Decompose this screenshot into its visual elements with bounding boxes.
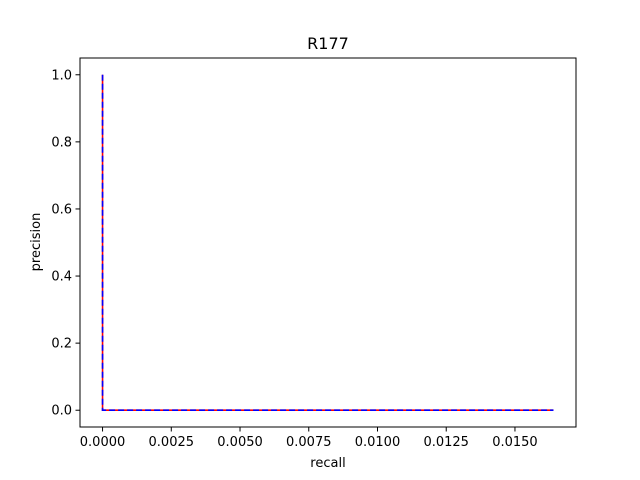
x-tick-label: 0.0075 bbox=[286, 435, 332, 450]
x-tick-label: 0.0150 bbox=[492, 435, 538, 450]
y-tick-label: 0.8 bbox=[51, 135, 72, 150]
y-axis-label: precision bbox=[29, 213, 44, 272]
x-tick-label: 0.0000 bbox=[80, 435, 126, 450]
y-tick-label: 1.0 bbox=[51, 68, 72, 83]
x-tick-label: 0.0050 bbox=[217, 435, 263, 450]
y-tick-label: 0.2 bbox=[51, 337, 72, 352]
chart-title: R177 bbox=[307, 34, 349, 53]
plot-area bbox=[101, 74, 554, 412]
series-line-2 bbox=[101, 74, 554, 412]
x-tick-label: 0.0100 bbox=[355, 435, 401, 450]
y-tick-label: 0.6 bbox=[51, 202, 72, 217]
x-axis-label: recall bbox=[310, 456, 345, 471]
x-tick-label: 0.0025 bbox=[149, 435, 195, 450]
y-tick-label: 0.4 bbox=[51, 270, 72, 285]
y-tick-label: 0.0 bbox=[51, 404, 72, 419]
x-tick-label: 0.0125 bbox=[423, 435, 469, 450]
y-axis: 0.0 0.2 0.4 0.6 0.8 1.0 bbox=[51, 68, 80, 419]
x-axis: 0.0000 0.0025 0.0050 0.0075 0.0100 0.0125 0.01… bbox=[80, 427, 538, 450]
axes-frame bbox=[79, 57, 577, 428]
